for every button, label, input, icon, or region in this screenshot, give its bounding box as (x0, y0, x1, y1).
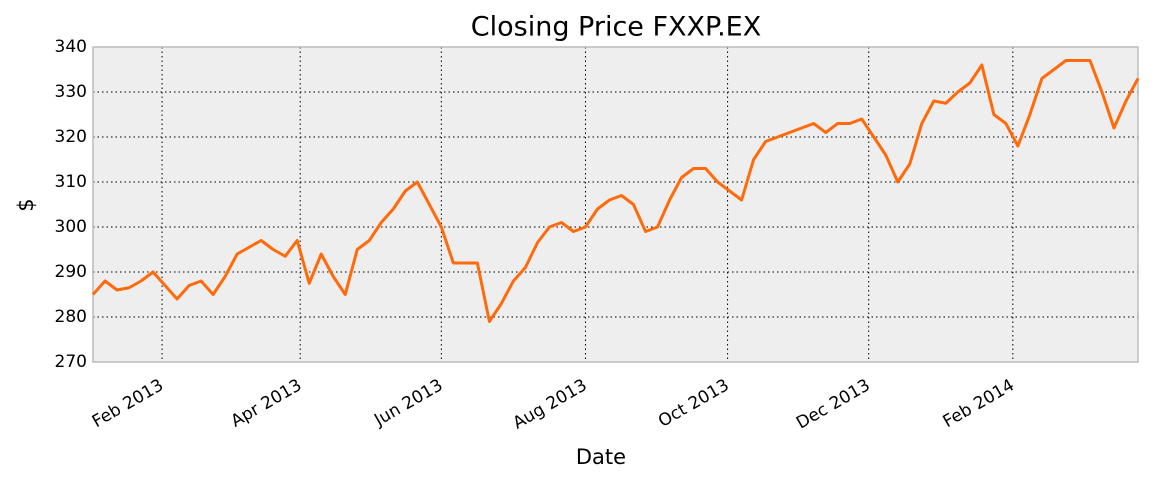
plot-area (93, 47, 1138, 362)
x-tick-label: Dec 2013 (793, 375, 874, 433)
x-tick-label: Apr 2013 (228, 375, 306, 431)
chart-title: Closing Price FXXP.EX (471, 12, 761, 43)
y-tick-label: 330 (55, 82, 87, 102)
y-tick-label: 310 (55, 172, 87, 192)
y-axis-label: $ (14, 198, 38, 211)
y-tick-label: 270 (55, 352, 87, 372)
y-tick-label: 340 (55, 37, 87, 57)
x-tick-label: Feb 2014 (940, 375, 1018, 432)
x-tick-label: Feb 2013 (89, 375, 167, 432)
x-tick-label: Aug 2013 (510, 375, 591, 433)
x-tick-label: Oct 2013 (655, 375, 733, 431)
data-line (91, 59, 1140, 323)
y-tick-label: 300 (55, 217, 87, 237)
y-tick-label: 290 (55, 262, 87, 282)
plot-border (92, 46, 1139, 363)
x-tick-label: Jun 2013 (370, 375, 446, 430)
y-tick-label: 320 (55, 127, 87, 147)
y-tick-label: 280 (55, 307, 87, 327)
x-axis-label: Date (576, 445, 626, 469)
